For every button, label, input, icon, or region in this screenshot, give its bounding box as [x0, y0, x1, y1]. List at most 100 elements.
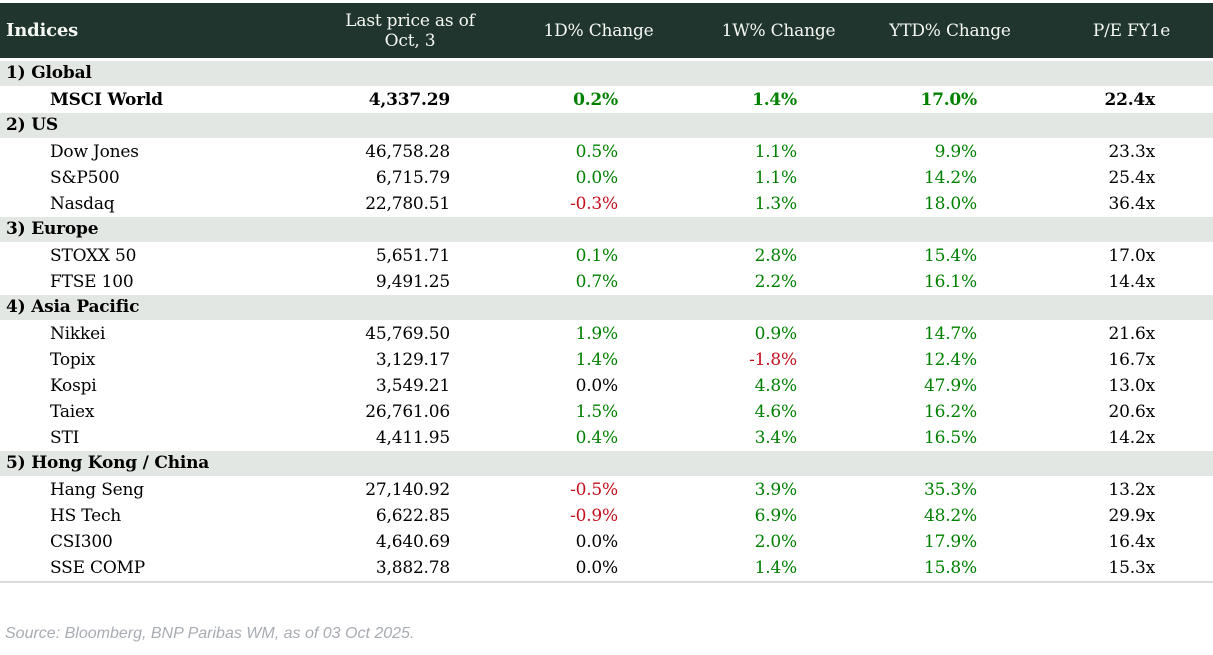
change-1d: 0.7%: [575, 272, 619, 292]
section-label: 2) US: [6, 115, 58, 135]
change-1d: -0.5%: [570, 480, 618, 500]
last-price: 3,882.78: [375, 558, 450, 578]
index-name: Nikkei: [50, 324, 106, 344]
change-1d: -0.9%: [570, 506, 618, 526]
section-row: 5) Hong Kong / China: [0, 451, 1213, 477]
index-name: STOXX 50: [50, 246, 137, 266]
pe-fy1e: 20.6x: [1108, 402, 1156, 422]
col-header-pe-fy1e: P/E FY1e: [1092, 20, 1171, 41]
col-header-1w-change: 1W% Change: [721, 20, 836, 41]
index-row: Kospi 3,549.21 0.0% 4.8% 47.9% 13.0x: [0, 373, 1213, 399]
change-1d: -0.3%: [570, 194, 618, 214]
change-1w: 4.8%: [754, 376, 798, 396]
last-price: 4,411.95: [375, 428, 450, 448]
index-name: FTSE 100: [50, 272, 134, 292]
change-ytd: 14.2%: [923, 168, 977, 188]
last-price: 22,780.51: [365, 194, 450, 214]
section-label: 3) Europe: [6, 219, 99, 239]
source-note: Source: Bloomberg, BNP Paribas WM, as of…: [5, 625, 415, 642]
change-1w: 1.1%: [754, 168, 798, 188]
change-1w: 1.3%: [754, 194, 798, 214]
last-price: 6,715.79: [375, 168, 450, 188]
change-ytd: 17.0%: [920, 90, 977, 110]
change-1w: 2.0%: [754, 532, 798, 552]
pe-fy1e: 13.0x: [1108, 376, 1156, 396]
pe-fy1e: 14.4x: [1108, 272, 1156, 292]
index-name: S&P500: [50, 168, 120, 188]
change-1w: -1.8%: [749, 350, 797, 370]
index-row: Nasdaq 22,780.51 -0.3% 1.3% 18.0% 36.4x: [0, 191, 1213, 217]
index-row: Taiex 26,761.06 1.5% 4.6% 16.2% 20.6x: [0, 399, 1213, 425]
col-header-1d-change: 1D% Change: [543, 20, 654, 41]
index-name: Nasdaq: [50, 194, 115, 214]
section-row: 2) US: [0, 113, 1213, 139]
index-name: Topix: [50, 350, 96, 370]
table-header-row: Indices Last price as of Oct, 3 1D% Chan…: [0, 3, 1213, 61]
index-row: SSE COMP 3,882.78 0.0% 1.4% 15.8% 15.3x: [0, 555, 1213, 581]
change-1d: 0.0%: [575, 532, 619, 552]
index-name: Hang Seng: [50, 480, 144, 500]
pe-fy1e: 17.0x: [1108, 246, 1156, 266]
change-ytd: 16.1%: [923, 272, 977, 292]
change-1d: 1.5%: [575, 402, 619, 422]
pe-fy1e: 16.4x: [1108, 532, 1156, 552]
last-price: 26,761.06: [365, 402, 450, 422]
change-1d: 0.5%: [575, 142, 619, 162]
change-1d: 0.0%: [575, 558, 619, 578]
last-price: 4,640.69: [375, 532, 450, 552]
last-price: 3,549.21: [375, 376, 450, 396]
index-row: HS Tech 6,622.85 -0.9% 6.9% 48.2% 29.9x: [0, 503, 1213, 529]
change-1w: 0.9%: [754, 324, 798, 344]
pe-fy1e: 29.9x: [1108, 506, 1156, 526]
section-label: 4) Asia Pacific: [6, 297, 140, 317]
change-1w: 1.4%: [752, 90, 797, 110]
index-name: SSE COMP: [50, 558, 145, 578]
last-price: 46,758.28: [365, 142, 450, 162]
change-ytd: 47.9%: [923, 376, 977, 396]
section-row: 3) Europe: [0, 217, 1213, 243]
change-ytd: 16.2%: [923, 402, 977, 422]
change-1d: 0.2%: [573, 90, 618, 110]
index-name: HS Tech: [50, 506, 122, 526]
change-1d: 0.4%: [575, 428, 619, 448]
pe-fy1e: 36.4x: [1108, 194, 1156, 214]
index-row: STOXX 50 5,651.71 0.1% 2.8% 15.4% 17.0x: [0, 243, 1213, 269]
change-1w: 3.9%: [754, 480, 798, 500]
index-row: STI 4,411.95 0.4% 3.4% 16.5% 14.2x: [0, 425, 1213, 451]
pe-fy1e: 15.3x: [1108, 558, 1156, 578]
index-row: CSI300 4,640.69 0.0% 2.0% 17.9% 16.4x: [0, 529, 1213, 555]
change-1d: 0.0%: [575, 376, 619, 396]
section-label: 1) Global: [6, 63, 92, 83]
change-ytd: 12.4%: [923, 350, 977, 370]
index-row: FTSE 100 9,491.25 0.7% 2.2% 16.1% 14.4x: [0, 269, 1213, 295]
last-price: 9,491.25: [375, 272, 450, 292]
section-label: 5) Hong Kong / China: [6, 453, 210, 473]
change-ytd: 17.9%: [923, 532, 977, 552]
index-row: Nikkei 45,769.50 1.9% 0.9% 14.7% 21.6x: [0, 321, 1213, 347]
change-1w: 2.2%: [754, 272, 798, 292]
index-row: Dow Jones 46,758.28 0.5% 1.1% 9.9% 23.3x: [0, 139, 1213, 165]
pe-fy1e: 14.2x: [1108, 428, 1156, 448]
col-header-ytd-change: YTD% Change: [889, 20, 1011, 41]
change-ytd: 14.7%: [923, 324, 977, 344]
change-ytd: 9.9%: [934, 142, 978, 162]
change-ytd: 18.0%: [923, 194, 977, 214]
change-1d: 0.0%: [575, 168, 619, 188]
index-name: Taiex: [50, 402, 95, 422]
change-1w: 4.6%: [754, 402, 798, 422]
table-body: 1) Global MSCI World 4,337.29 0.2% 1.4% 17.0%…: [0, 61, 1213, 583]
last-price: 5,651.71: [375, 246, 450, 266]
change-ytd: 15.4%: [923, 246, 977, 266]
index-row: Hang Seng 27,140.92 -0.5% 3.9% 35.3% 13.2x: [0, 477, 1213, 503]
index-name: Dow Jones: [50, 142, 139, 162]
change-1d: 0.1%: [575, 246, 619, 266]
last-price: 4,337.29: [368, 90, 450, 110]
index-row: Topix 3,129.17 1.4% -1.8% 12.4% 16.7x: [0, 347, 1213, 373]
index-row: MSCI World 4,337.29 0.2% 1.4% 17.0% 22.4x: [0, 87, 1213, 113]
change-1d: 1.9%: [575, 324, 619, 344]
index-row: S&P500 6,715.79 0.0% 1.1% 14.2% 25.4x: [0, 165, 1213, 191]
change-ytd: 35.3%: [923, 480, 977, 500]
index-name: MSCI World: [50, 90, 163, 110]
change-1w: 1.1%: [754, 142, 798, 162]
